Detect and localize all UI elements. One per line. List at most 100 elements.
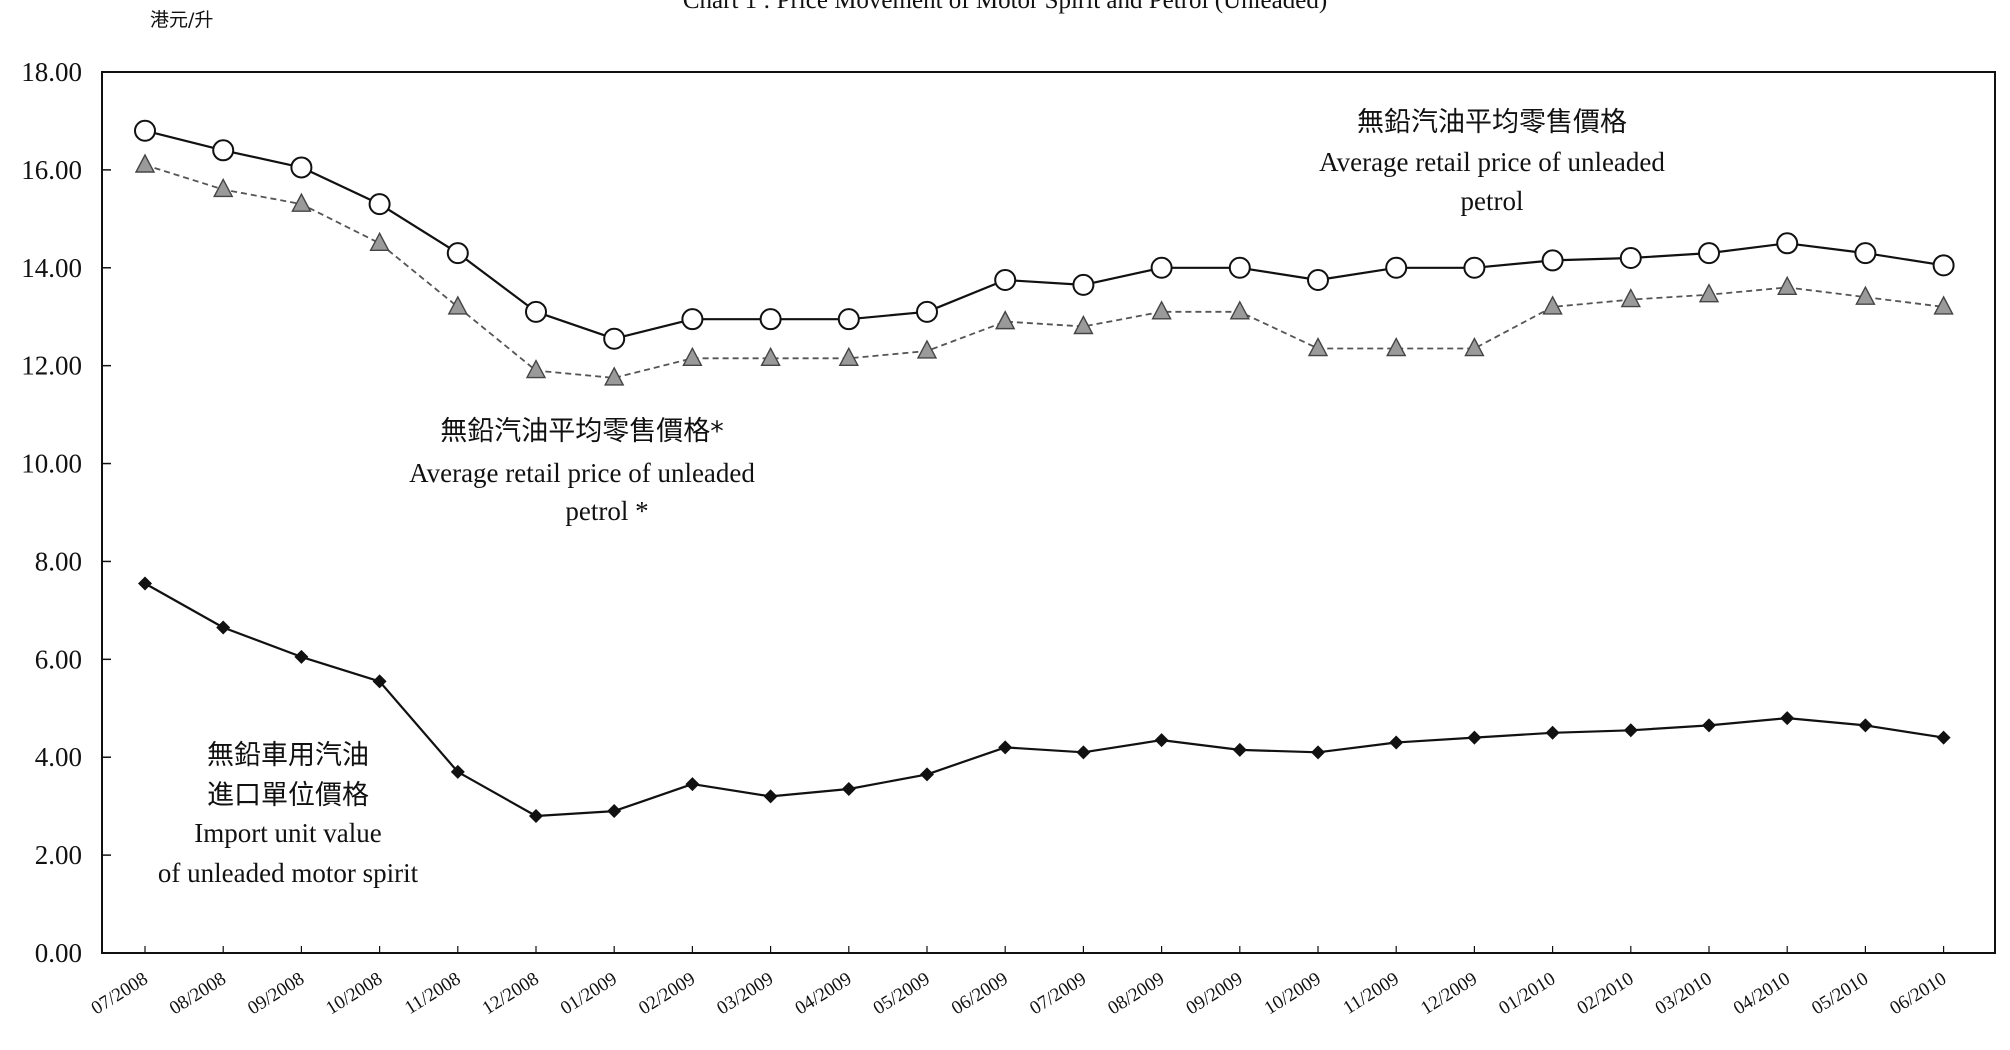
data-point-retail_star [1073,315,1094,335]
data-point-retail [446,242,469,265]
data-point-import [529,808,543,823]
data-point-import [450,764,465,779]
data-point-retail [525,300,547,323]
y-tick-label: 16.00 [21,155,82,185]
data-point-import [216,620,231,635]
x-tick-label: 06/2009 [948,968,1012,1019]
chart-title: Chart 1 : Price Movement of Motor Spirit… [683,0,1327,14]
data-point-retail_star [682,346,703,367]
data-point-retail_star [995,310,1016,330]
data-point-retail [681,308,704,331]
data-point-import [998,740,1013,755]
retail-star-label-en-1: Average retail price of unleaded [409,458,755,488]
data-point-import [841,782,856,797]
data-point-retail [994,269,1017,292]
y-tick-label: 14.00 [21,253,82,283]
data-point-retail_star [1307,337,1329,357]
data-point-retail_star [1542,295,1563,315]
data-point-import [920,767,934,782]
x-tick-label: 02/2010 [1574,968,1638,1019]
data-point-retail [837,308,860,331]
x-tick-label: 11/2009 [1340,968,1403,1018]
data-point-retail_star [213,177,234,198]
x-tick-label: 12/2008 [479,968,543,1019]
data-point-retail [368,193,391,216]
data-point-retail [1932,254,1955,277]
data-point-retail [1463,256,1486,279]
series-retail [134,119,1955,350]
series-line-import [144,582,1944,818]
data-point-retail_star [1620,288,1641,308]
retail-label-en-2: petrol [1461,186,1524,216]
data-point-retail [1150,256,1173,279]
data-point-import [1076,745,1091,760]
retail-label-en-1: Average retail price of unleaded [1319,147,1665,177]
x-tick-label: 12/2009 [1417,968,1481,1019]
data-point-retail_star [1229,300,1250,320]
retail-label-cjk: 無鉛汽油平均零售價格 [1357,107,1627,138]
series-retail_star [134,153,1954,386]
data-point-import [1936,730,1951,745]
data-point-import [138,576,152,591]
plot-area-frame [101,71,1996,954]
data-point-retail [1385,256,1408,279]
y-tick-label: 8.00 [35,546,82,576]
x-tick-label: 07/2008 [88,968,152,1019]
data-point-retail_star [291,192,312,212]
data-point-retail [290,156,313,179]
data-point-retail [1541,249,1564,272]
data-point-retail [1698,242,1720,265]
x-tick-label: 04/2010 [1730,968,1794,1019]
y-axis: 0.00 2.00 4.00 6.00 8.00 10.00 12.00 14.00 16.00… [21,57,111,968]
x-tick-label: 07/2009 [1026,968,1090,1019]
data-point-import [763,789,778,804]
x-tick-label: 03/2009 [713,968,777,1019]
x-tick-label: 09/2008 [244,968,308,1019]
data-point-retail [134,119,156,142]
import-label-cjk-1: 無鉛車用汽油 [207,740,369,771]
y-tick-label: 2.00 [35,840,82,870]
retail-star-price-label: 無鉛汽油平均零售價格* Average retail price of unle… [409,416,755,526]
x-tick-label: 10/2009 [1261,968,1325,1019]
data-point-retail [916,300,938,323]
data-point-retail_star [916,339,938,359]
x-tick-label: 08/2008 [166,968,230,1019]
x-tick-label: 08/2009 [1104,968,1168,1019]
x-tick-label: 02/2009 [635,968,699,1019]
x-tick-label: 01/2009 [557,968,621,1019]
y-tick-label: 18.00 [21,57,82,87]
data-point-import [1780,711,1795,726]
data-point-retail_star [1698,283,1720,303]
data-point-retail_star [1386,337,1407,357]
data-point-import [1389,735,1404,750]
x-tick-label: 05/2009 [870,968,934,1019]
x-tick-label: 03/2010 [1652,968,1716,1019]
data-point-retail [603,327,626,350]
data-point-retail_star [447,295,468,315]
x-tick-label: 01/2010 [1495,968,1559,1019]
data-point-import [1311,745,1325,760]
retail-price-label: 無鉛汽油平均零售價格 Average retail price of unlea… [1319,107,1665,216]
data-point-import [1545,725,1560,740]
data-point-import [372,674,387,689]
data-point-retail_star [525,359,547,379]
data-point-retail_star [369,231,390,252]
data-point-import [685,777,700,792]
data-point-retail [1854,242,1877,265]
data-point-retail [759,308,782,331]
series-layer [134,119,1955,823]
import-label-en-2: of unleaded motor spirit [158,858,419,888]
data-point-retail [212,139,235,162]
data-point-retail_star [1777,275,1798,296]
data-point-retail_star [1855,285,1876,305]
data-point-retail_star [134,153,156,173]
data-point-import [1858,718,1873,733]
import-label-cjk-2: 進口單位價格 [207,780,369,811]
data-point-import [1467,730,1482,745]
data-point-retail_star [1933,295,1954,315]
y-unit-label: 港元/升 [150,9,213,31]
data-point-retail_star [838,346,859,367]
y-tick-label: 4.00 [35,742,82,772]
data-point-retail [1307,269,1329,292]
data-point-import [1702,718,1716,733]
